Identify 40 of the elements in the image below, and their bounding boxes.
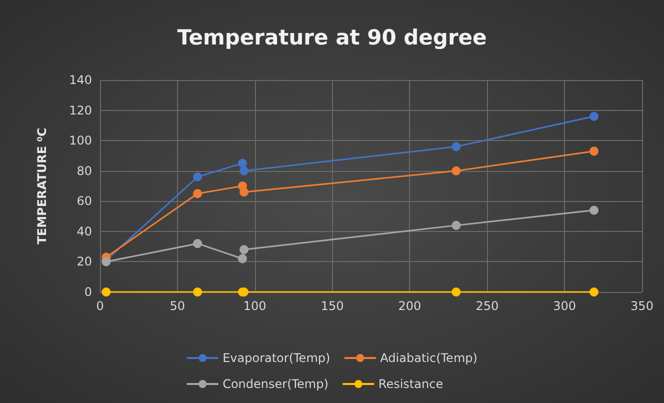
x-tick-label: 300 xyxy=(553,299,576,313)
y-axis-title: TEMPERATURE ⁰C xyxy=(35,128,49,244)
x-tick-label: 50 xyxy=(170,299,186,313)
y-tick-label: 100 xyxy=(69,134,92,148)
x-tick-label: 350 xyxy=(630,299,654,313)
y-tick-label: 0 xyxy=(84,285,92,299)
point xyxy=(238,158,247,168)
point xyxy=(452,166,461,176)
point xyxy=(193,288,202,296)
point xyxy=(240,188,249,197)
point xyxy=(238,254,247,264)
y-tick-label: 20 xyxy=(76,254,92,269)
y-tick-label: 60 xyxy=(76,194,92,208)
point xyxy=(240,245,249,254)
point xyxy=(193,239,202,248)
legend-label: Condenser(Temp) xyxy=(222,377,328,391)
x-tick-label: 250 xyxy=(476,299,499,313)
y-tick-label: 40 xyxy=(76,224,92,238)
point xyxy=(193,172,202,182)
y-tick-label: 80 xyxy=(76,164,92,178)
point xyxy=(590,288,598,296)
point xyxy=(452,288,461,296)
point xyxy=(452,220,461,230)
x-tick-label: 150 xyxy=(320,299,344,313)
chart-title: Temperature at 90 degree xyxy=(177,26,487,50)
point xyxy=(102,288,111,296)
legend-label: Evaporator(Temp) xyxy=(222,351,330,365)
y-tick-label: 120 xyxy=(69,103,92,118)
x-tick-label: 100 xyxy=(243,299,266,313)
point xyxy=(452,142,461,152)
point xyxy=(193,189,202,198)
point xyxy=(590,146,598,156)
x-tick-label: 200 xyxy=(398,299,422,313)
legend-label: Resistance xyxy=(378,377,444,391)
point xyxy=(240,166,249,176)
x-tick-label: 0 xyxy=(96,299,104,313)
point xyxy=(590,206,598,215)
point xyxy=(590,112,598,121)
legend-label: Adiabatic(Temp) xyxy=(380,351,478,365)
y-tick-label: 140 xyxy=(69,73,92,87)
